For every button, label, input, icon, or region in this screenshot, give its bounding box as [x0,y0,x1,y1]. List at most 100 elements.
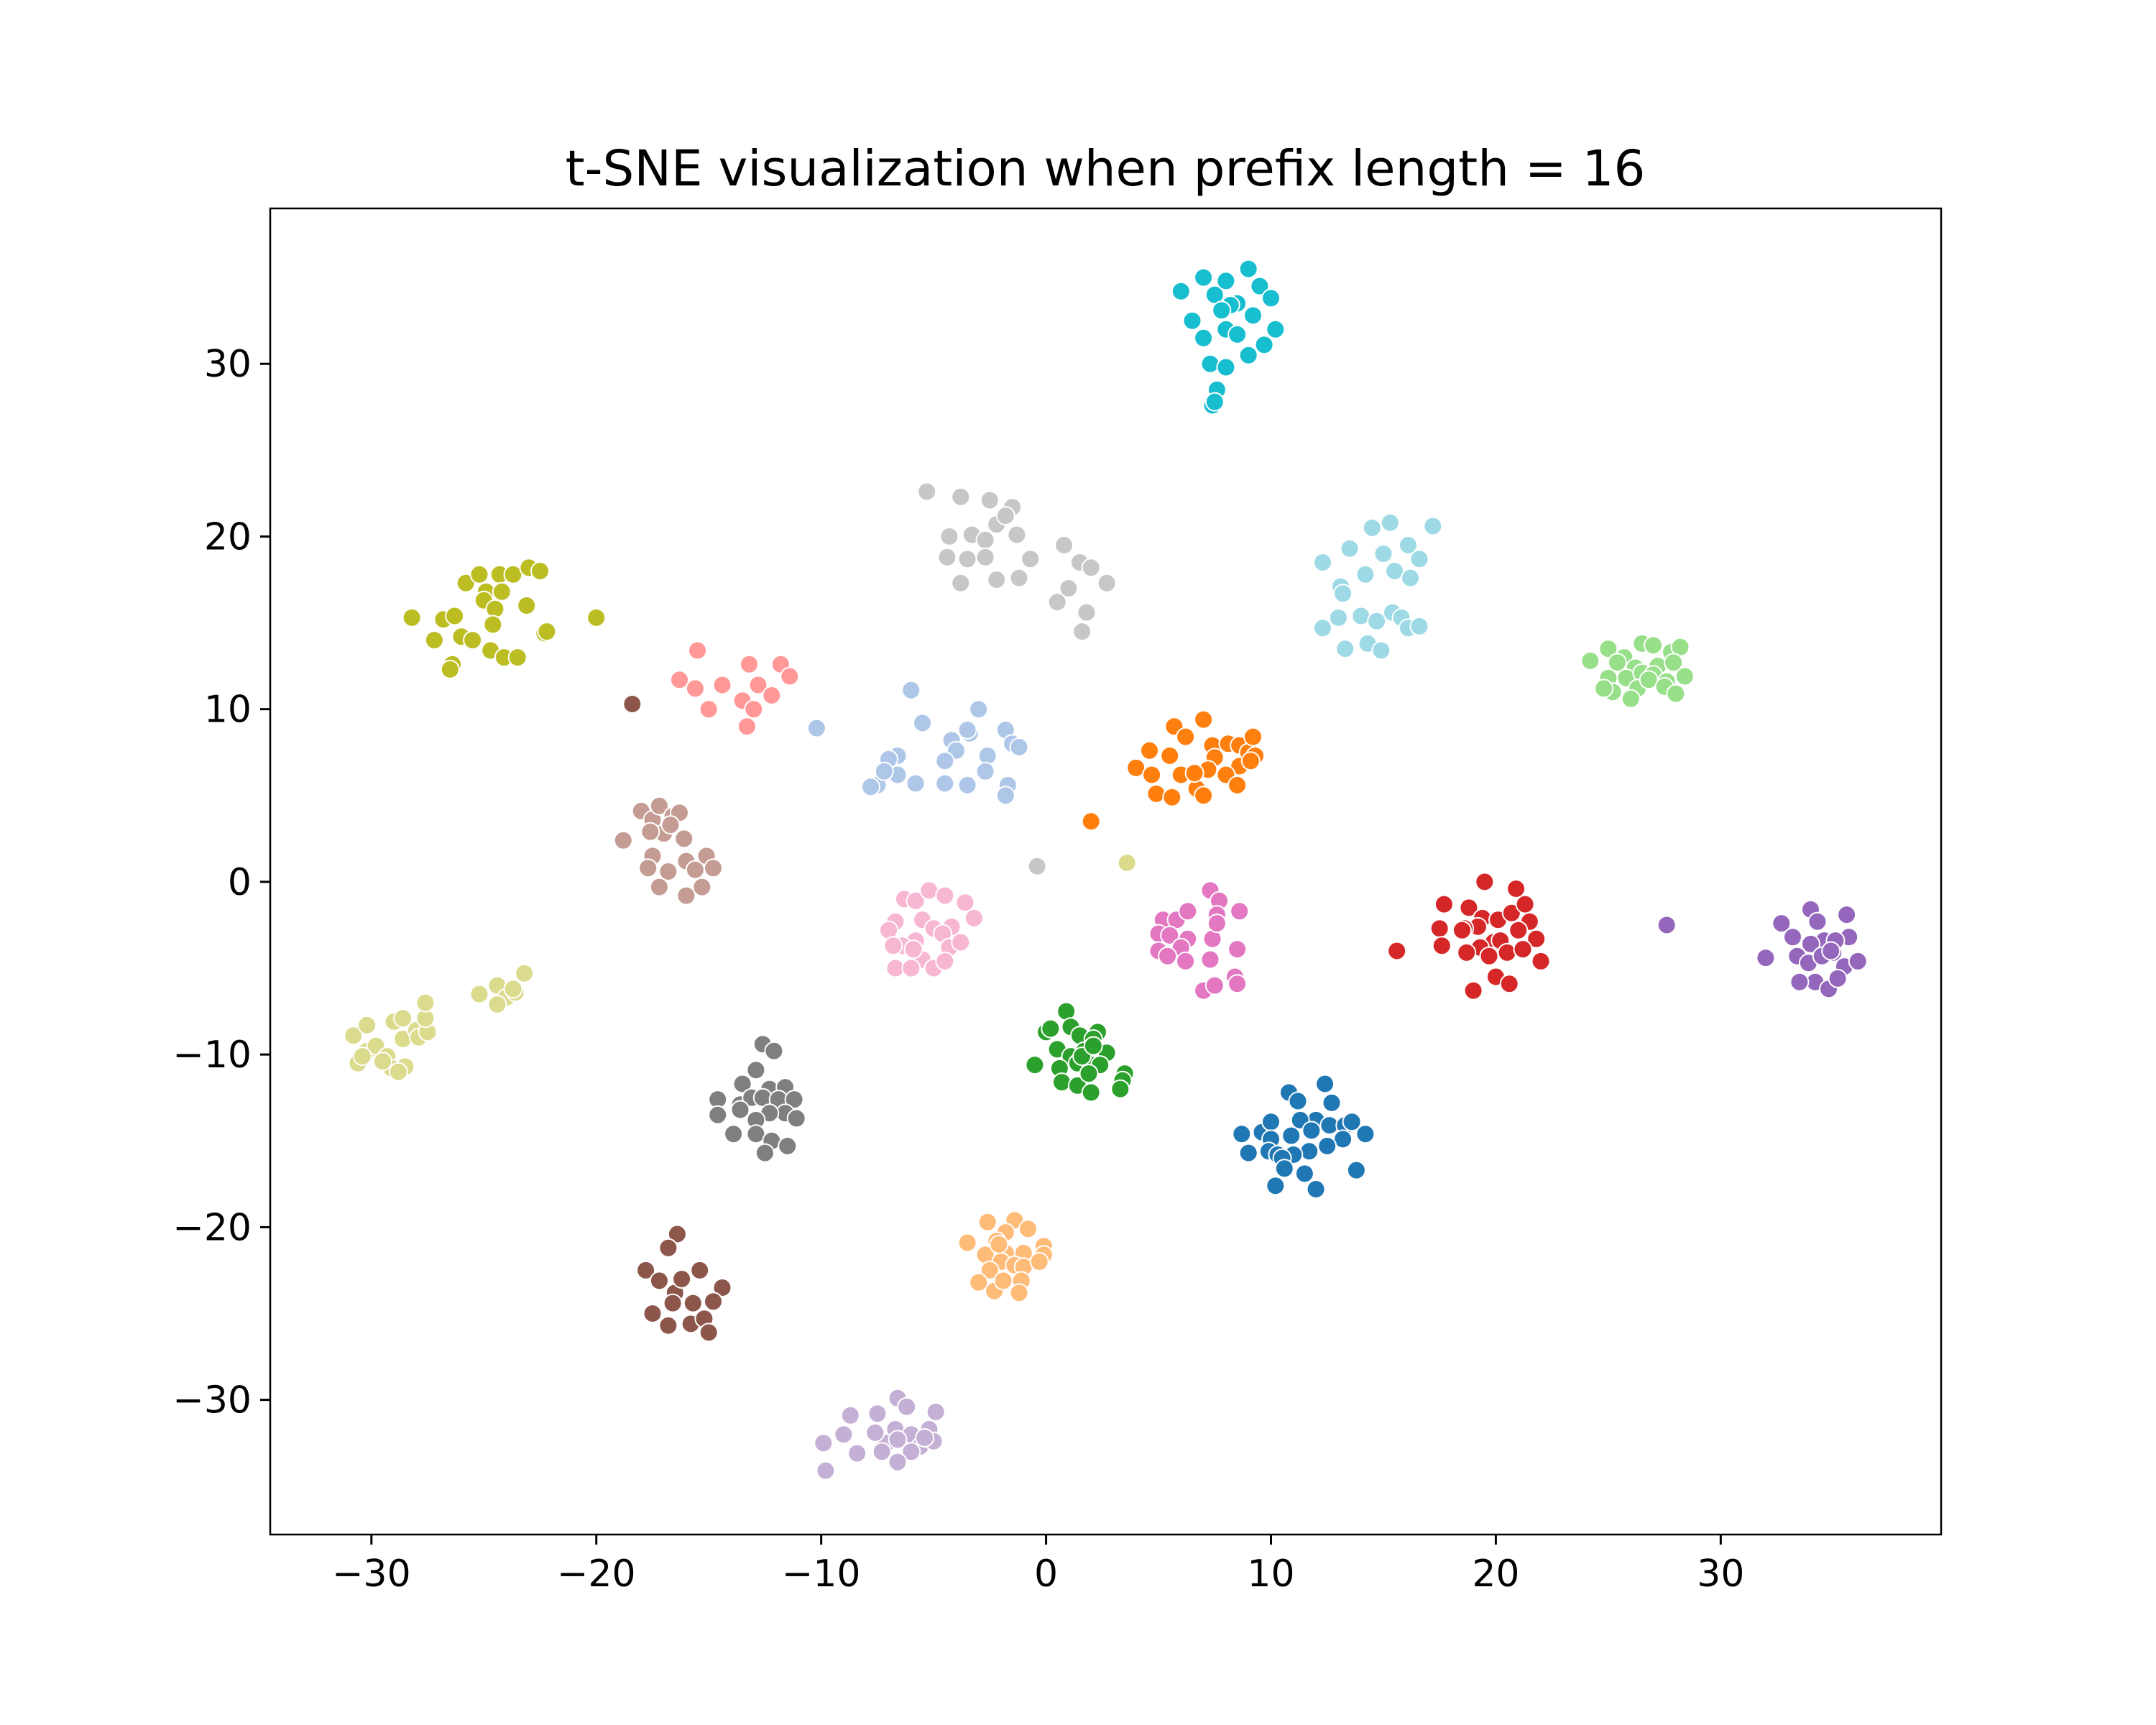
scatter-point-s2-p23 [1373,544,1393,564]
scatter-point-s5-p7 [690,1260,710,1280]
scatter-point-s18-p1 [897,1397,917,1417]
scatter-point-s12-p12 [1508,920,1529,940]
scatter-point-s10-p21 [1207,914,1227,934]
scatter-point-s16-p24 [1274,1159,1294,1179]
scatter-point-s3-p0 [402,607,422,627]
scatter-point-s14-p22 [755,1143,775,1163]
scatter-point-s10-p5 [1230,901,1250,921]
scatter-point-s14-p15 [730,1100,750,1120]
x-tick-label: 0 [1034,1552,1058,1596]
scatter-point-s3-p14 [492,581,512,602]
scatter-point-s3-p2 [445,606,465,626]
scatter-point-s17-p1 [977,1212,998,1232]
scatter-point-s17-p19 [1009,1283,1029,1303]
y-tick-label: 0 [228,861,252,904]
scatter-point-s0-p20 [1204,392,1225,412]
scatter-point-s6-p18 [906,773,926,794]
scatter-point-s16-p19 [1317,1136,1337,1156]
scatter-point-s10-p16 [1200,949,1220,970]
scatter-point-s6-p11 [935,751,955,771]
scatter-point-s16-p16 [1342,1112,1362,1132]
scatter-point-s12-p22 [1479,946,1499,966]
scatter-point-s1-p22 [1047,592,1067,612]
scatter-point-s18-p19 [865,1422,885,1443]
scatter-point-s0-p1 [1194,267,1214,288]
scatter-point-s3-p25 [586,607,607,627]
scatter-point-s14-p2 [746,1060,766,1080]
scatter-point-s16-p26 [1306,1179,1326,1199]
scatter-point-s0-p15 [1216,357,1236,377]
scatter-point-s6-p0 [806,718,826,738]
scatter-point-s2-p20 [1371,640,1391,661]
scatter-point-s5-p3 [636,1260,656,1280]
scatter-point-s12-p0 [1387,941,1407,961]
scatter-point-s8-p8 [660,815,681,835]
scatter-point-s14-p16 [708,1105,728,1125]
scatter-point-s11-p14 [883,936,903,956]
scatter-point-s5-p13 [658,1315,678,1335]
scatter-point-s17-p16 [969,1272,989,1292]
scatter-point-s5-p11 [663,1293,683,1313]
scatter-point-s1-p23 [1077,602,1097,622]
scatter-point-s1-p11 [957,549,977,569]
scatter-point-s7-p2 [1140,740,1159,760]
scatter-point-s4-p10 [744,699,764,719]
scatter-point-s16-p25 [1294,1164,1314,1184]
scatter-point-s1-p24 [1072,622,1092,642]
scatter-point-s1-p10 [937,547,957,567]
scatter-point-s17-p20 [993,1271,1013,1291]
scatter-point-s6-p22 [874,761,894,781]
scatter-point-s7-p25 [1194,786,1214,806]
scatter-point-s15-p24 [1083,1036,1103,1056]
scatter-point-s1-p15 [987,570,1007,589]
scatter-point-s5-p2 [658,1238,678,1258]
scatter-point-s0-p9 [1194,328,1214,348]
scatter-point-s12-p6 [1506,879,1526,898]
scatter-point-s16-p0 [1232,1124,1252,1144]
scatter-point-s19-p1 [1598,639,1618,659]
scatter-point-s1-p17 [1054,535,1074,555]
scatter-point-s8-p16 [704,858,723,878]
scatter-point-s1-p12 [975,547,995,567]
scatter-point-s12-p27 [1452,920,1472,940]
scatter-point-s19-p22 [1666,684,1686,704]
scatter-point-s19-p23 [1594,678,1614,699]
y-tick-label: −10 [172,1034,252,1077]
scatter-point-s2-p8 [1355,564,1376,584]
scatter-point-s6-p15 [995,786,1015,806]
scatter-point-s15-p18 [1110,1079,1130,1099]
scatter-point-s11-p19 [901,958,921,978]
scatter-point-s7-p0 [1081,811,1101,832]
scatter-point-s9-p1 [357,1015,377,1035]
scatter-point-s12-p20 [1513,939,1533,960]
scatter-point-s3-p18 [483,615,503,635]
points-layer [344,259,1868,1481]
scatter-point-s4-p5 [740,654,759,674]
scatter-point-s12-p9 [1501,903,1521,923]
scatter-point-s3-p21 [537,622,557,642]
scatter-point-s15-p21 [1079,1064,1099,1084]
scatter-point-s18-p20 [915,1428,935,1448]
scatter-point-s17-p13 [980,1260,1000,1280]
scatter-point-s12-p26 [1463,980,1483,1000]
scatter-point-s18-p14 [872,1442,892,1462]
scatter-point-s13-p21 [1821,941,1841,961]
scatter-point-s12-p23 [1531,951,1551,971]
scatter-point-s2-p5 [1409,549,1429,569]
scatter-point-s1-p7 [939,526,959,546]
x-tick-label: −20 [557,1552,636,1596]
scatter-point-s9-p19 [469,984,489,1004]
scatter-point-s1-p2 [980,490,1000,510]
scatter-point-s16-p2 [1261,1112,1281,1132]
scatter-point-s13-p1 [1756,948,1776,968]
scatter-point-s12-p25 [1499,974,1519,994]
y-tick-label: 10 [204,689,252,732]
scatter-point-s17-p3 [1018,1219,1038,1239]
scatter-point-s8-p0 [613,830,633,850]
scatter-point-s1-p14 [951,573,971,593]
scatter-point-s16-p4 [1288,1091,1308,1111]
scatter-point-s3-p5 [463,630,483,650]
scatter-point-s18-p5 [834,1425,854,1445]
scatter-point-s6-p16 [957,775,977,795]
scatter-point-s6-p1 [901,680,921,700]
